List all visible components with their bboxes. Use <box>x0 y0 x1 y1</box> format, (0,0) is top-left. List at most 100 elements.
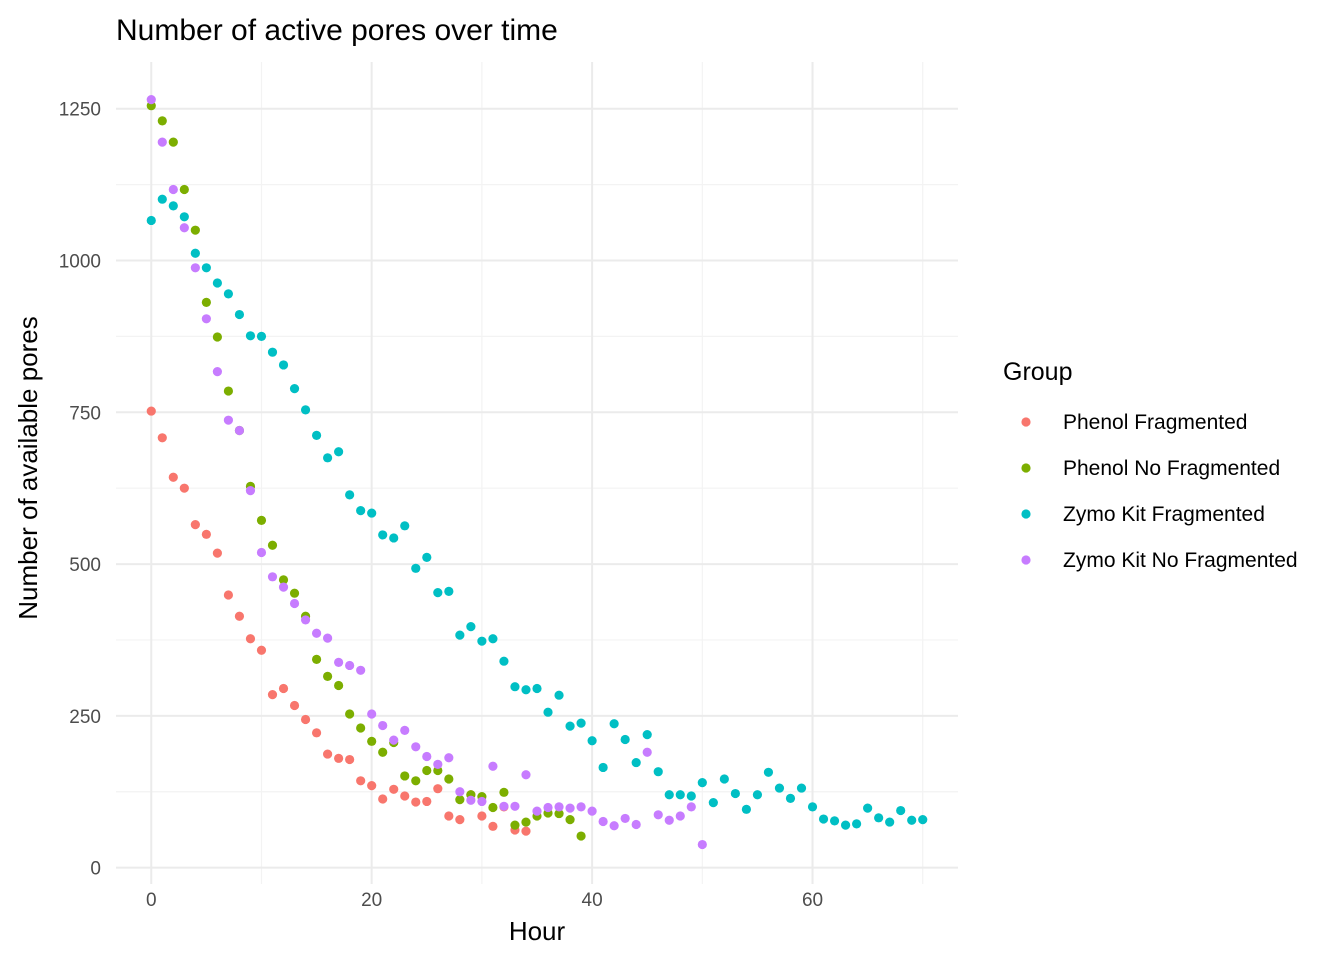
data-point <box>565 815 575 825</box>
data-point <box>686 802 696 812</box>
data-point <box>422 796 432 807</box>
data-point <box>488 634 498 644</box>
data-point <box>785 793 796 804</box>
data-point <box>444 753 454 763</box>
data-point <box>896 805 906 816</box>
data-point <box>179 184 189 195</box>
x-tick-label: 60 <box>802 890 823 911</box>
data-point <box>697 778 707 788</box>
data-point <box>400 725 410 736</box>
data-point <box>345 754 355 765</box>
data-point <box>543 802 553 813</box>
data-point <box>201 263 211 273</box>
data-point <box>157 137 167 147</box>
data-point <box>179 483 189 493</box>
data-point <box>587 806 597 816</box>
data-point <box>378 720 388 731</box>
data-point <box>708 798 718 808</box>
data-point <box>752 790 763 800</box>
data-point <box>389 533 399 543</box>
data-point <box>334 657 344 668</box>
data-point <box>510 820 520 830</box>
data-point <box>675 811 685 821</box>
data-point <box>278 582 289 592</box>
data-point <box>488 821 498 831</box>
data-point <box>267 689 278 700</box>
data-point <box>323 633 333 643</box>
x-axis-ticks: 0 20 40 60 <box>146 890 823 911</box>
y-tick-label: 250 <box>69 707 101 728</box>
x-tick-label: 40 <box>582 890 603 911</box>
data-point <box>422 552 432 562</box>
data-point <box>521 817 531 827</box>
data-point <box>300 405 311 415</box>
data-point <box>675 790 685 800</box>
data-point <box>234 611 245 621</box>
data-point <box>466 795 476 805</box>
chart-title: Number of active pores over time <box>116 14 558 47</box>
data-point <box>311 628 322 638</box>
data-point <box>190 225 200 235</box>
data-point <box>510 801 520 811</box>
data-point <box>686 791 696 801</box>
data-point <box>378 794 388 804</box>
data-point <box>179 223 189 233</box>
data-point <box>311 728 322 738</box>
data-point <box>576 831 586 841</box>
data-point <box>598 762 608 773</box>
data-point <box>179 212 189 222</box>
data-point <box>201 314 211 324</box>
data-point <box>477 636 487 646</box>
data-point <box>521 770 531 780</box>
data-point <box>411 776 421 786</box>
legend-key <box>1021 417 1031 427</box>
legend-label: Phenol Fragmented <box>1063 411 1247 434</box>
data-point <box>411 563 421 573</box>
legend-item: Phenol Fragmented <box>1021 411 1247 434</box>
data-point <box>631 819 641 830</box>
data-point <box>763 767 774 777</box>
data-point <box>400 771 410 781</box>
data-point <box>631 757 641 768</box>
data-point <box>278 683 289 694</box>
data-point <box>499 801 509 811</box>
data-point <box>620 734 630 745</box>
data-point <box>367 508 377 518</box>
data-point <box>565 803 575 813</box>
data-point <box>356 723 366 733</box>
data-point <box>256 547 267 558</box>
data-point <box>334 447 344 457</box>
data-point <box>455 795 465 805</box>
data-point <box>433 784 443 794</box>
y-tick-label: 750 <box>69 403 101 424</box>
data-point <box>201 529 211 539</box>
data-point <box>818 814 829 824</box>
data-point <box>146 215 156 226</box>
data-point <box>697 839 707 850</box>
plot-grid <box>116 62 958 884</box>
data-point <box>609 719 619 729</box>
data-point <box>367 781 377 791</box>
data-point <box>807 802 818 812</box>
data-point <box>664 815 674 825</box>
y-tick-label: 1000 <box>59 252 101 273</box>
data-point <box>411 797 421 807</box>
data-point <box>190 520 200 530</box>
data-point <box>455 630 465 640</box>
data-point <box>201 297 211 308</box>
data-point <box>190 263 200 273</box>
data-point <box>389 735 399 745</box>
data-point <box>620 813 630 824</box>
data-point <box>730 788 740 799</box>
data-point <box>334 680 344 691</box>
data-point <box>356 665 366 675</box>
data-point <box>157 433 167 443</box>
data-point <box>444 774 454 784</box>
data-point <box>400 521 410 531</box>
y-axis-title: Number of available pores <box>13 316 43 620</box>
data-point <box>212 548 222 558</box>
data-point <box>267 540 278 550</box>
legend-title: Group <box>1003 358 1072 386</box>
legend-key <box>1021 555 1031 565</box>
